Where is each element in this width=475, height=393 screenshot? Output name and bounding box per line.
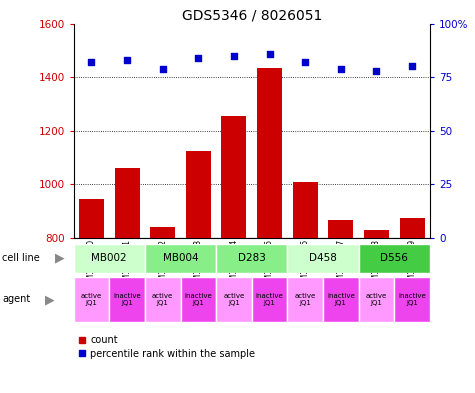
Text: MB002: MB002 [91, 253, 127, 263]
Point [87, 59, 95, 65]
Text: MB004: MB004 [162, 253, 199, 263]
Text: inactive
JQ1: inactive JQ1 [327, 293, 355, 306]
Bar [287, 244, 359, 273]
Bar [221, 116, 247, 238]
Point [195, 55, 202, 61]
Point [372, 68, 380, 74]
Bar [257, 68, 282, 238]
Bar [216, 277, 252, 322]
Text: inactive
JQ1: inactive JQ1 [256, 293, 284, 306]
Bar [293, 182, 318, 238]
Text: D458: D458 [309, 253, 337, 263]
Text: inactive
JQ1: inactive JQ1 [398, 293, 426, 306]
Bar [114, 168, 140, 238]
Text: agent: agent [2, 294, 30, 305]
Text: active
JQ1: active JQ1 [152, 293, 173, 306]
Point [337, 65, 345, 72]
Bar [180, 277, 216, 322]
Text: inactive
JQ1: inactive JQ1 [113, 293, 141, 306]
Legend: count, percentile rank within the sample: count, percentile rank within the sample [78, 335, 255, 359]
Bar [394, 277, 430, 322]
Bar [109, 277, 145, 322]
Point [124, 57, 131, 63]
Bar [79, 199, 104, 238]
Bar [359, 244, 430, 273]
Point [408, 63, 416, 70]
Text: ▶: ▶ [45, 293, 55, 306]
Bar [216, 244, 287, 273]
Point [266, 50, 274, 57]
Bar [252, 277, 287, 322]
Bar [186, 151, 211, 238]
Text: D283: D283 [238, 253, 266, 263]
Text: inactive
JQ1: inactive JQ1 [184, 293, 212, 306]
Bar [323, 277, 359, 322]
Bar [328, 220, 353, 238]
Bar [74, 277, 109, 322]
Text: ▶: ▶ [55, 252, 64, 265]
Point [159, 65, 166, 72]
Bar [399, 218, 425, 238]
Text: active
JQ1: active JQ1 [81, 293, 102, 306]
Text: cell line: cell line [2, 253, 40, 263]
Point [230, 53, 238, 59]
Bar [145, 277, 180, 322]
Bar [287, 277, 323, 322]
Text: active
JQ1: active JQ1 [366, 293, 387, 306]
Bar [150, 227, 175, 238]
Bar [364, 230, 389, 238]
Bar [74, 244, 145, 273]
Bar [359, 277, 394, 322]
Bar [145, 244, 216, 273]
Text: active
JQ1: active JQ1 [223, 293, 245, 306]
Point [301, 59, 309, 65]
Text: active
JQ1: active JQ1 [294, 293, 316, 306]
Title: GDS5346 / 8026051: GDS5346 / 8026051 [181, 8, 322, 22]
Text: D556: D556 [380, 253, 408, 263]
